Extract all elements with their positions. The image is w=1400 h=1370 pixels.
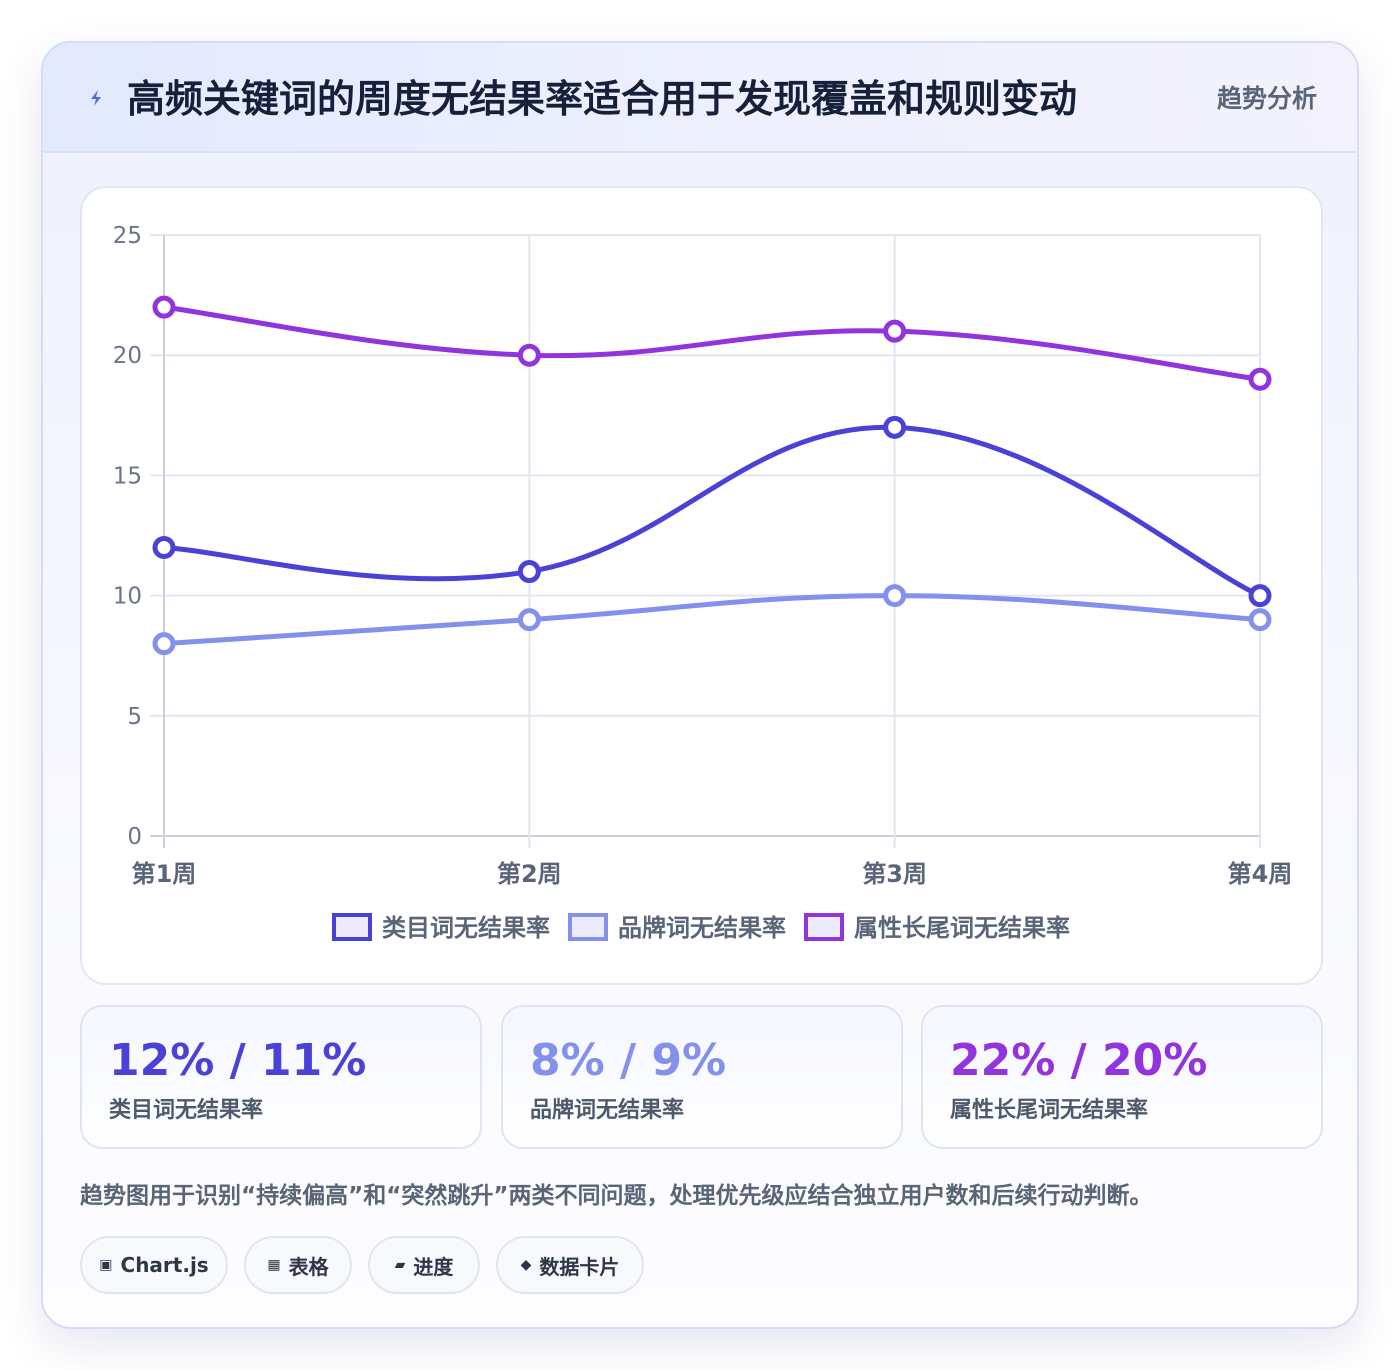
chart-note: 趋势图用于识别“持续偏高”和“突然跳升”两类不同问题，处理优先级应结合独立用户数… [80,1183,1153,1209]
legend-swatch [332,913,372,941]
card-header: 高频关键词的周度无结果率适合用于发现覆盖和规则变动 趋势分析 [43,43,1357,153]
y-tick-label: 10 [113,584,142,610]
data-point [883,319,907,343]
chip-progress[interactable]: ▰ 进度 [368,1236,480,1294]
legend-swatch [568,913,608,941]
y-tick-label: 25 [113,223,142,249]
series-line [161,304,1263,382]
y-tick-label: 0 [127,824,142,850]
card-title: 高频关键词的周度无结果率适合用于发现覆盖和规则变动 [127,77,1078,121]
chip-table[interactable]: ▦ 表格 [244,1236,352,1294]
chip-label: Chart.js [120,1253,209,1277]
stat-cards: 12% / 11% 类目词无结果率 8% / 9% 品牌词无结果率 22% / … [80,1005,1323,1149]
table-icon: ▦ [267,1257,281,1273]
data-point [1248,584,1272,608]
stat-card-attribute: 22% / 20% 属性长尾词无结果率 [921,1005,1323,1149]
series-line [161,593,1263,647]
trend-analysis-badge: 趋势分析 [1216,84,1317,113]
x-tick-label: 第4周 [1228,860,1293,888]
y-tick-label: 5 [127,704,142,730]
data-point [152,295,176,319]
chart-icon: ▣ [99,1257,113,1273]
chart-card: 高频关键词的周度无结果率适合用于发现覆盖和规则变动 趋势分析 0 5 10 15 20 2… [41,41,1359,1329]
chip-label: 表格 [288,1254,329,1279]
chip-data-card[interactable]: ◆ 数据卡片 [496,1236,644,1294]
stat-value: 12% / 11% [109,1035,367,1086]
data-point [152,632,176,656]
chart-panel: 0 5 10 15 20 25 第1周 第2周 第3周 第4周类目词无结果率 品牌词无结果率 属性长尾… [80,186,1323,985]
x-tick-label: 第3周 [862,860,927,888]
legend-label: 属性长尾词无结果率 [854,914,1070,942]
legend-swatch [804,913,844,941]
stat-label: 属性长尾词无结果率 [950,1098,1149,1123]
stat-value: 22% / 20% [950,1035,1208,1086]
bolt-icon [91,90,101,106]
stat-label: 类目词无结果率 [109,1098,264,1123]
stat-card-category: 12% / 11% 类目词无结果率 [80,1005,482,1149]
y-tick-label: 20 [113,343,142,369]
stat-card-brand: 8% / 9% 品牌词无结果率 [501,1005,903,1149]
legend-label: 品牌词无结果率 [618,914,786,942]
data-point [517,343,541,367]
y-tick-label: 15 [113,463,142,489]
series-line [161,424,1263,599]
progress-icon: ▰ [394,1257,406,1273]
x-tick-label: 第1周 [132,860,197,888]
data-point [883,415,907,439]
data-point [152,536,176,560]
data-point [1248,608,1272,632]
chip-label: 数据卡片 [539,1254,620,1279]
data-point [517,560,541,584]
chip-chartjs[interactable]: ▣ Chart.js [80,1236,228,1294]
chip-label: 进度 [413,1254,454,1279]
x-tick-label: 第2周 [497,860,562,888]
stat-value: 8% / 9% [530,1035,727,1086]
data-point [883,584,907,608]
legend-label: 类目词无结果率 [382,914,550,942]
stat-label: 品牌词无结果率 [530,1098,685,1123]
diamond-icon: ◆ [520,1257,532,1273]
data-point [517,608,541,632]
data-point [1248,367,1272,391]
